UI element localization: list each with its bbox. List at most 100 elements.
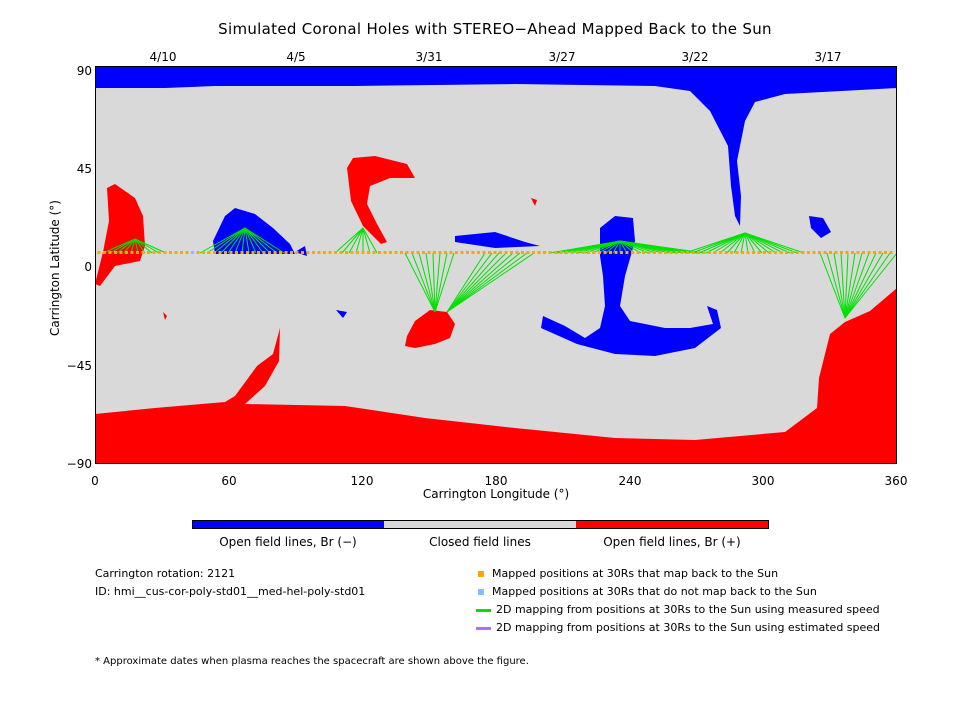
mapped-point (367, 251, 370, 254)
mapped-point (840, 251, 843, 254)
date-label: 3/17 (814, 50, 842, 64)
positive-coronal-hole (95, 184, 145, 286)
green-line-icon (476, 608, 491, 612)
mapped-point (427, 251, 431, 254)
mapped-point (158, 251, 161, 254)
mapping-line (244, 227, 264, 254)
mapped-point (554, 251, 557, 254)
mapped-point (636, 251, 640, 254)
mapping-line (341, 227, 364, 254)
y-tick-label: −90 (66, 457, 92, 471)
plot-frame (95, 66, 897, 464)
mapping-line (844, 252, 863, 319)
mapped-point (108, 251, 112, 254)
coronal-hole-map (95, 66, 897, 464)
mapped-point (433, 251, 436, 254)
negative-coronal-hole (809, 216, 831, 238)
mapped-point (565, 251, 568, 254)
mapped-point (559, 251, 563, 254)
mapped-point (422, 251, 425, 254)
mapping-line (833, 252, 846, 319)
mapped-point (697, 251, 700, 254)
negative-coronal-hole (213, 208, 295, 254)
mapped-point (169, 251, 172, 254)
mapped-point (356, 251, 359, 254)
mapped-point (257, 251, 260, 254)
mapping-line (213, 227, 246, 254)
mapped-point (466, 251, 469, 254)
mapping-line (744, 232, 756, 254)
mapped-point (306, 251, 310, 254)
mapped-point (631, 251, 634, 254)
mapping-line (819, 252, 846, 319)
mapping-line (134, 238, 153, 254)
mapped-point (774, 251, 777, 254)
mapped-point (301, 251, 304, 254)
mapped-point (867, 251, 871, 254)
mapped-point (504, 251, 508, 254)
mapped-point (581, 251, 585, 254)
positive-coronal-hole (405, 310, 455, 348)
mapped-point (757, 251, 761, 254)
carrington-rotation: Carrington rotation: 2121 (95, 567, 236, 580)
mapped-point (394, 251, 398, 254)
mapping-line (134, 238, 146, 254)
mapping-line (446, 252, 528, 313)
mapping-line (362, 227, 371, 254)
x-tick-label: 180 (484, 474, 508, 488)
mapping-line (446, 252, 507, 313)
mapped-point (389, 251, 392, 254)
mapped-point (763, 251, 766, 254)
mapped-point (213, 251, 216, 254)
mapping-line (844, 252, 897, 319)
mapping-line (348, 227, 364, 254)
date-label: 3/22 (681, 50, 709, 64)
mapped-point (878, 251, 882, 254)
mapped-point (614, 251, 618, 254)
blue-square-icon (478, 589, 484, 595)
mapping-line (434, 252, 441, 313)
mapped-point (801, 251, 805, 254)
mapping-line (434, 252, 455, 313)
mapped-point (713, 251, 717, 254)
mapped-point (152, 251, 156, 254)
x-tick-label: 60 (221, 474, 237, 488)
mapped-point (268, 251, 271, 254)
date-label: 3/31 (415, 50, 443, 64)
mapped-positions (97, 251, 893, 254)
mapped-point (741, 251, 744, 254)
mapping-line (102, 238, 136, 254)
positive-coronal-hole (347, 156, 415, 244)
mapping-line (355, 227, 364, 254)
positive-coronal-hole (163, 312, 167, 320)
mapped-point (691, 251, 695, 254)
mapped-point (125, 251, 128, 254)
colorbar-label-negative: Open field lines, Br (−) (219, 535, 357, 549)
colorbar-frame (192, 520, 769, 529)
mapped-point (493, 251, 497, 254)
mapped-point (818, 251, 821, 254)
mapped-point (185, 251, 189, 254)
legend-item: 2D mapping from positions at 30Rs to the… (476, 603, 880, 616)
mapping-line (698, 232, 746, 254)
mapped-point (532, 251, 535, 254)
model-id: ID: hmi__cus-cor-poly-std01__med-hel-pol… (95, 585, 366, 598)
mapped-point (411, 251, 414, 254)
mapping-line (744, 232, 805, 254)
mapped-point (807, 251, 810, 254)
mapping-line (446, 252, 514, 313)
legend-item: Mapped positions at 30Rs that map back t… (478, 567, 778, 580)
x-axis-label: Carrington Longitude (°) (422, 487, 570, 501)
mapped-point (735, 251, 739, 254)
mapped-point (416, 251, 420, 254)
mapped-point (251, 251, 255, 254)
mapping-line (446, 252, 521, 313)
mapping-line (446, 252, 500, 313)
mapped-point (405, 251, 409, 254)
x-tick-label: 300 (751, 474, 775, 488)
mapped-point (587, 251, 590, 254)
mapped-point (669, 251, 673, 254)
mapped-point (653, 251, 656, 254)
mapped-point (768, 251, 772, 254)
mapping-line (446, 252, 486, 313)
